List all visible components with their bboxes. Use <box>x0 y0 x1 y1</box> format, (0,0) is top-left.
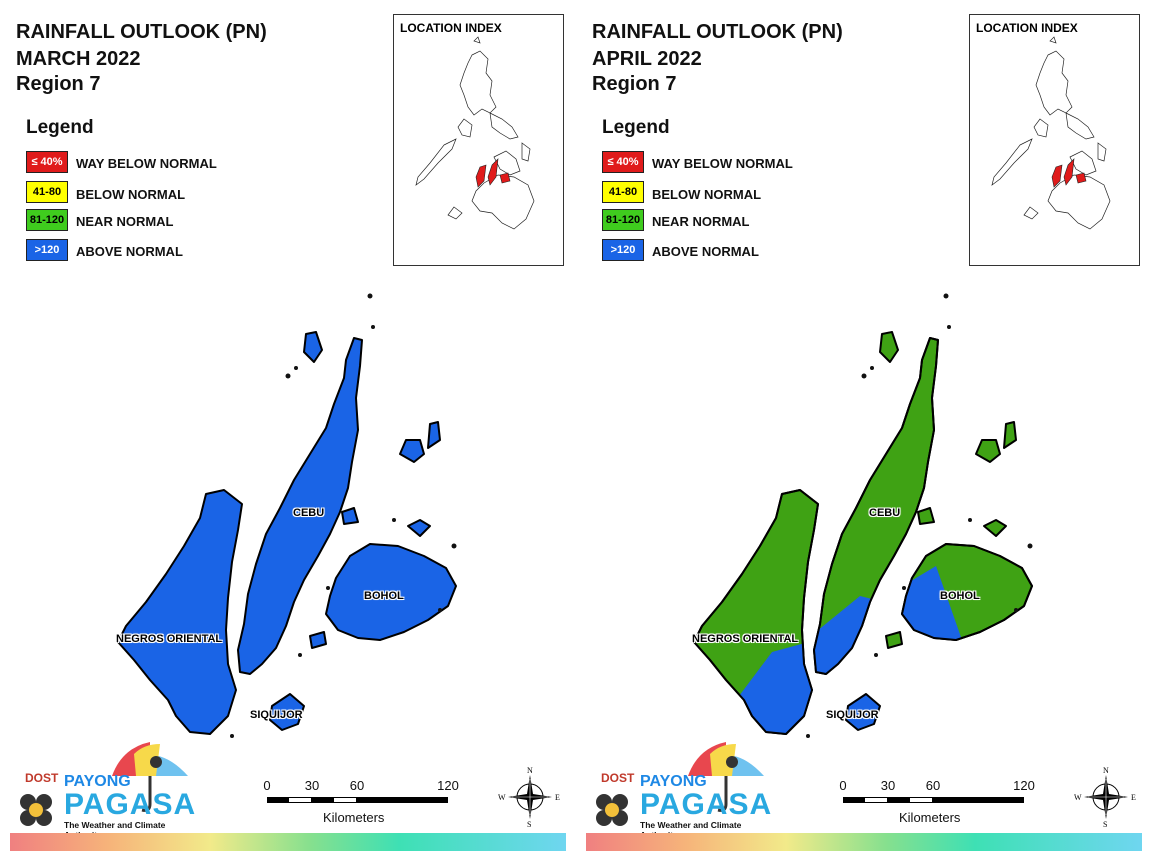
legend-swatch-way-below: ≤ 40% <box>602 151 644 173</box>
legend-swatch-near: 81-120 <box>602 209 644 231</box>
label-bohol: BOHOL <box>940 590 980 602</box>
compass-w: W <box>498 793 506 802</box>
map-region: Region 7 <box>16 73 101 95</box>
small-islets <box>303 331 441 649</box>
philippines-locator-map <box>415 36 535 230</box>
payong-pagasa-logo: DOST PAYONG PAGASA The Weather and Clima… <box>14 740 204 840</box>
north-arrow-compass: N S W E <box>498 765 562 829</box>
above-normal-zones <box>736 566 962 734</box>
map-region: Region 7 <box>592 73 677 95</box>
philippines-locator-map <box>991 36 1111 230</box>
siquijor-island <box>845 693 881 731</box>
cebu-island <box>237 337 363 675</box>
legend-label-below: BELOW NORMAL <box>76 187 186 202</box>
label-siquijor: SIQUIJOR <box>250 709 303 721</box>
legend-label-way-below: WAY BELOW NORMAL <box>652 156 793 171</box>
scale-unit: Kilometers <box>899 810 961 825</box>
north-arrow-compass: N S W E <box>1074 765 1138 829</box>
label-siquijor: SIQUIJOR <box>826 709 879 721</box>
compass-n: N <box>1103 766 1109 775</box>
compass-e: E <box>1131 793 1136 802</box>
scale-tick-0: 0 <box>263 778 271 793</box>
compass-s: S <box>1103 820 1107 829</box>
scale-bar: 0 30 60 120 Kilometers <box>263 778 465 828</box>
legend-label-above: ABOVE NORMAL <box>652 244 759 259</box>
compass-rose-icon: N S W E <box>1074 766 1136 829</box>
scale-bar: 0 30 60 120 Kilometers <box>839 778 1041 828</box>
pagasa-text: PAGASA <box>640 788 773 821</box>
scale-tick-30: 30 <box>880 778 896 793</box>
label-cebu: CEBU <box>869 507 901 519</box>
region7-rainfall-map <box>693 293 1033 738</box>
compass-s: S <box>527 820 531 829</box>
legend-title: Legend <box>602 117 670 138</box>
scale-bar-graphic <box>267 797 448 803</box>
negros-island <box>117 489 243 735</box>
compass-rose-icon: N S W E <box>498 766 560 829</box>
legend-label-above: ABOVE NORMAL <box>76 244 183 259</box>
legend-swatch-way-below: ≤ 40% <box>26 151 68 173</box>
panel-march: RAINFALL OUTLOOK (PN) MARCH 2022 Region … <box>10 14 566 851</box>
label-negros-oriental: NEGROS ORIENTAL <box>692 633 799 645</box>
payong-text: PAYONG <box>64 773 131 790</box>
compass-w: W <box>1074 793 1082 802</box>
umbrella-icon <box>596 742 764 826</box>
legend-label-below: BELOW NORMAL <box>652 187 762 202</box>
label-bohol: BOHOL <box>364 590 404 602</box>
payong-pagasa-logo: DOST PAYONG PAGASA The Weather and Clima… <box>590 740 780 840</box>
footer-gradient-bar <box>10 833 566 851</box>
compass-e: E <box>555 793 560 802</box>
dost-text: DOST <box>25 771 59 785</box>
scale-bar-graphic <box>843 797 1024 803</box>
scale-tick-60: 60 <box>925 778 941 793</box>
legend-swatch-below: 41-80 <box>602 181 644 203</box>
scale-unit: Kilometers <box>323 810 385 825</box>
payong-text: PAYONG <box>640 773 707 790</box>
label-cebu: CEBU <box>293 507 325 519</box>
map-title: RAINFALL OUTLOOK (PN) <box>592 21 843 43</box>
legend-swatch-near: 81-120 <box>26 209 68 231</box>
scale-tick-0: 0 <box>839 778 847 793</box>
label-negros-oriental: NEGROS ORIENTAL <box>116 633 223 645</box>
scale-tick-30: 30 <box>304 778 320 793</box>
location-index-title: LOCATION INDEX <box>400 21 502 35</box>
map-month: MARCH 2022 <box>16 48 141 70</box>
scale-tick-120: 120 <box>1013 778 1035 793</box>
location-index-box: LOCATION INDEX <box>969 14 1140 266</box>
pagasa-text: PAGASA <box>64 788 197 821</box>
scale-tick-120: 120 <box>437 778 459 793</box>
legend-label-near: NEAR NORMAL <box>76 214 174 229</box>
legend-label-way-below: WAY BELOW NORMAL <box>76 156 217 171</box>
scale-tick-60: 60 <box>349 778 365 793</box>
legend-swatch-above: >120 <box>602 239 644 261</box>
compass-n: N <box>527 766 533 775</box>
bohol-island <box>325 543 457 641</box>
dost-text: DOST <box>601 771 635 785</box>
map-month: APRIL 2022 <box>592 48 702 70</box>
umbrella-icon <box>20 742 188 826</box>
small-islets <box>879 331 1017 649</box>
legend-swatch-below: 41-80 <box>26 181 68 203</box>
region7-rainfall-map <box>117 293 457 738</box>
panel-april: RAINFALL OUTLOOK (PN) APRIL 2022 Region … <box>576 0 1152 864</box>
legend-swatch-above: >120 <box>26 239 68 261</box>
map-title: RAINFALL OUTLOOK (PN) <box>16 21 267 43</box>
siquijor-island <box>269 693 305 731</box>
location-index-box: LOCATION INDEX <box>393 14 564 266</box>
legend-title: Legend <box>26 117 94 138</box>
location-index-title: LOCATION INDEX <box>976 21 1078 35</box>
footer-gradient-bar <box>586 833 1142 851</box>
legend-label-near: NEAR NORMAL <box>652 214 750 229</box>
